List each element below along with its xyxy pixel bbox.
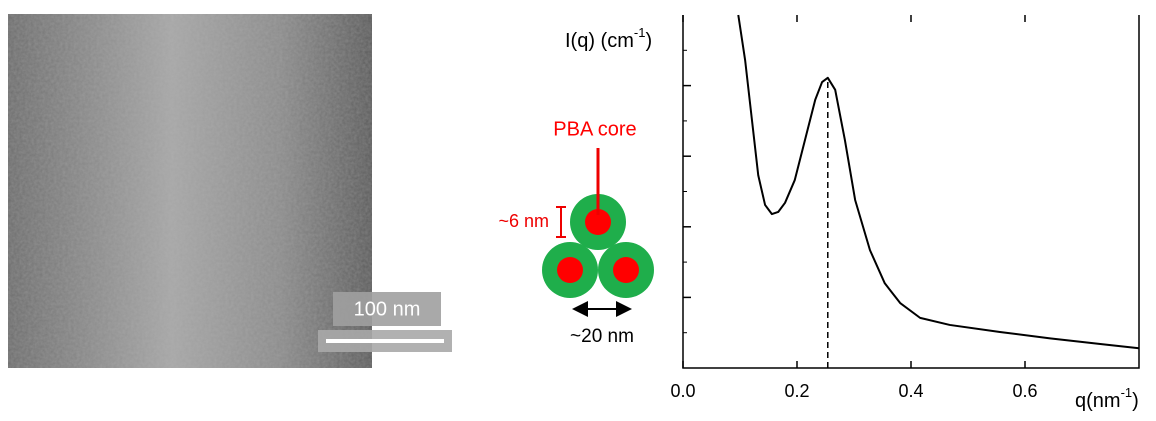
x-tick-label: 0.2	[784, 381, 809, 401]
schematic: PBA core ~6 nm ~20 nm	[498, 118, 654, 347]
axis-label-end: )	[1132, 390, 1139, 412]
x-tick-label: 0.4	[898, 381, 923, 401]
axis-label-end: )	[645, 30, 652, 52]
axis-label: I(q) (cm-1)	[565, 25, 652, 52]
shell-label: ~6 nm	[498, 211, 549, 231]
x-tick-label: 0.0	[670, 381, 695, 401]
axis-label-text: I(q) (cm	[565, 30, 634, 52]
axis-label-sup: -1	[634, 25, 646, 40]
axis-label: q(nm-1)	[1075, 385, 1139, 412]
size-label: ~20 nm	[570, 326, 634, 347]
tem-image: 100 nm	[8, 14, 452, 368]
x-tick-label: 0.6	[1012, 381, 1037, 401]
axes-frame	[683, 15, 1139, 368]
core-label: PBA core	[553, 118, 636, 140]
scale-bar-label: 100 nm	[354, 298, 421, 320]
axis-label-sup: -1	[1121, 385, 1133, 400]
figure: 100 nm PBA core ~6 nm ~20 nm 0.0 0.2 0.4 0.…	[0, 0, 1156, 416]
axis-label-text: q(nm	[1075, 390, 1121, 412]
curve	[738, 15, 1139, 348]
